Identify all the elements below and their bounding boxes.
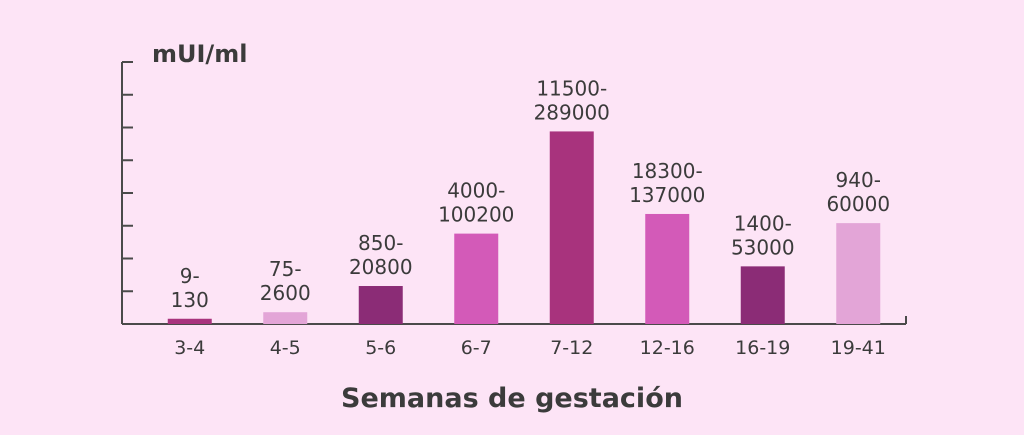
bar-value-label: 75- bbox=[269, 257, 302, 281]
bar-value-label: 2600 bbox=[260, 281, 311, 305]
bars bbox=[167, 131, 881, 324]
x-tick-label: 5-6 bbox=[365, 337, 396, 359]
bar-value-label: 53000 bbox=[731, 235, 795, 259]
bar bbox=[358, 286, 403, 324]
bar-value-label: 137000 bbox=[629, 183, 705, 207]
bar-value-label: 130 bbox=[171, 288, 209, 312]
x-tick-label: 16-19 bbox=[735, 337, 790, 359]
bar-value-label: 9- bbox=[180, 264, 200, 288]
bar-value-label: 11500- bbox=[536, 76, 607, 100]
x-tick-label: 12-16 bbox=[640, 337, 695, 359]
x-tick-label: 3-4 bbox=[174, 337, 205, 359]
bar bbox=[167, 318, 212, 324]
bar bbox=[645, 213, 690, 324]
bar-value-label: 289000 bbox=[534, 100, 610, 124]
bar bbox=[549, 131, 594, 324]
bar-value-label: 4000- bbox=[447, 179, 505, 203]
bar-value-label: 850- bbox=[358, 231, 403, 255]
bar-value-labels: 9-130 75-2600 850-20800 4000-100200 11500-28… bbox=[171, 76, 890, 311]
bar-value-label: 20800 bbox=[349, 255, 413, 279]
x-tick-label: 6-7 bbox=[461, 337, 492, 359]
x-axis bbox=[122, 316, 907, 325]
y-axis bbox=[121, 61, 133, 324]
bar-value-label: 100200 bbox=[438, 203, 514, 227]
bar bbox=[263, 312, 308, 324]
y-axis-label: mUI/ml bbox=[152, 40, 247, 68]
bar-value-label: 1400- bbox=[734, 211, 792, 235]
bar-value-label: 60000 bbox=[826, 192, 890, 216]
bar-value-label: 18300- bbox=[632, 159, 703, 183]
x-tick-label: 19-41 bbox=[831, 337, 886, 359]
bar bbox=[740, 266, 785, 324]
x-tick-label: 7-12 bbox=[550, 337, 593, 359]
bar bbox=[836, 223, 881, 324]
bar-value-label: 940- bbox=[836, 168, 881, 192]
x-tick-labels: 3-4 4-5 5-6 6-7 7-12 12-16 16-19 19-41 bbox=[174, 337, 886, 359]
x-tick-label: 4-5 bbox=[270, 337, 301, 359]
bar bbox=[454, 233, 499, 324]
x-axis-title: Semanas de gestación bbox=[341, 383, 683, 414]
